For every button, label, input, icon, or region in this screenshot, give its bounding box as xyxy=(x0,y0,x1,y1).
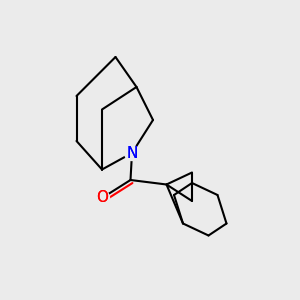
Text: N: N xyxy=(126,146,138,160)
Circle shape xyxy=(94,190,110,206)
Circle shape xyxy=(124,146,140,160)
Text: N: N xyxy=(126,146,138,160)
Text: O: O xyxy=(96,190,108,206)
Text: O: O xyxy=(96,190,108,206)
